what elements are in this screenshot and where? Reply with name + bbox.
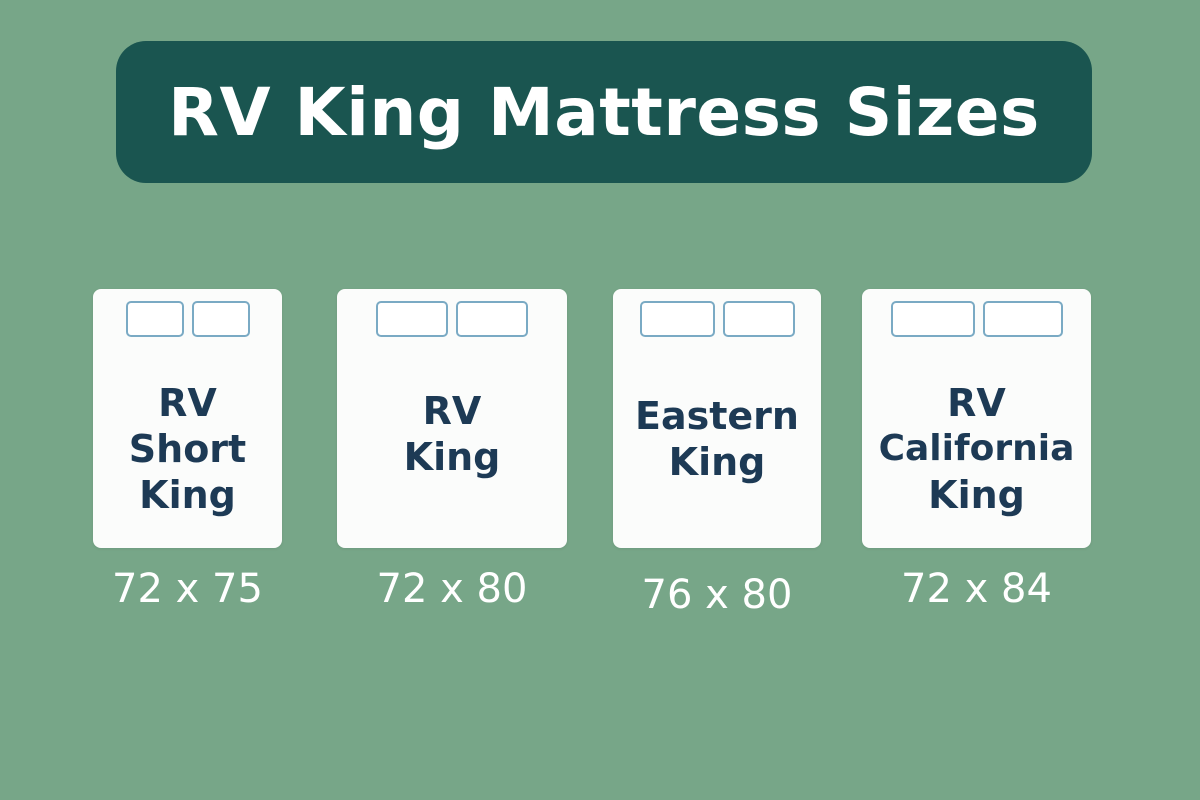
mattress-label-line: RV bbox=[422, 388, 482, 433]
mattress-rv-king: RV King bbox=[337, 289, 567, 548]
pillow-icon bbox=[722, 301, 795, 337]
mattress-dimension: 72 x 80 bbox=[376, 566, 528, 612]
title-banner: RV King Mattress Sizes bbox=[116, 41, 1092, 183]
mattress-label-line: RV bbox=[947, 380, 1006, 425]
pillow-icon bbox=[456, 301, 528, 337]
mattress-label-line: King bbox=[139, 472, 236, 517]
mattress-rv-california-king: RV California King bbox=[862, 289, 1091, 548]
mattress-label: Eastern King bbox=[613, 359, 821, 548]
page-title: RV King Mattress Sizes bbox=[168, 73, 1040, 151]
mattress-label-line: Short bbox=[128, 426, 247, 471]
pillows bbox=[862, 301, 1091, 337]
mattress-label: RV California King bbox=[862, 359, 1091, 548]
pillow-icon bbox=[982, 301, 1063, 337]
mattress-label: RV Short King bbox=[93, 359, 282, 548]
pillow-icon bbox=[376, 301, 448, 337]
pillow-icon bbox=[639, 301, 715, 337]
mattress-dimension: 72 x 84 bbox=[901, 566, 1052, 612]
pillows bbox=[93, 301, 282, 337]
mattress-label: RV King bbox=[337, 359, 567, 548]
mattress-label-line: Eastern bbox=[635, 393, 799, 438]
mattress-label-line: King bbox=[928, 472, 1025, 517]
mattress-label-line: King bbox=[403, 434, 501, 479]
pillow-icon bbox=[191, 301, 250, 337]
pillows bbox=[337, 301, 567, 337]
mattress-label-line: RV bbox=[158, 380, 217, 425]
pillow-icon bbox=[125, 301, 184, 337]
mattress-dimension: 76 x 80 bbox=[641, 572, 793, 618]
mattress-label-line: King bbox=[668, 439, 766, 484]
mattress-rv-short-king: RV Short King bbox=[93, 289, 282, 548]
pillow-icon bbox=[890, 301, 975, 337]
mattress-dimension: 72 x 75 bbox=[112, 566, 263, 612]
mattress-label-line: California bbox=[878, 427, 1075, 469]
mattress-eastern-king: Eastern King bbox=[613, 289, 821, 548]
pillows bbox=[613, 301, 821, 337]
